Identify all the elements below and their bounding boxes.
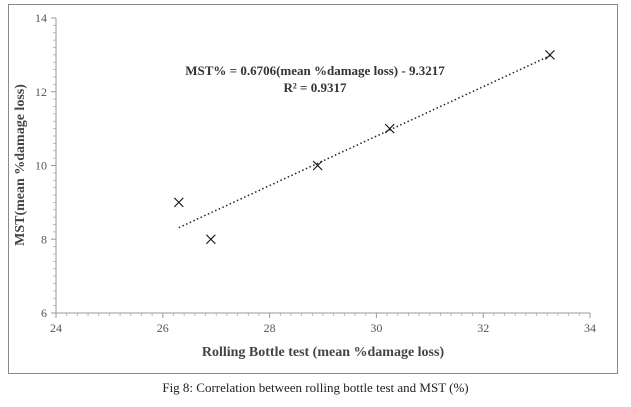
trendline-equation: MST% = 0.6706(mean %damage loss) - 9.321…	[185, 63, 445, 78]
figure-frame	[8, 4, 618, 374]
x-tick-label: 24	[50, 321, 62, 335]
r-squared-label: R² = 0.9317	[284, 80, 347, 95]
x-tick-label: 26	[157, 321, 169, 335]
data-point	[545, 49, 555, 60]
data-point	[384, 123, 395, 134]
tick-labels: 24 26 28 30 32 34 6 8 10 12 14	[35, 11, 596, 335]
x-tick-label: 28	[264, 321, 276, 335]
axes	[55, 18, 590, 314]
y-tick-label: 12	[35, 85, 47, 99]
x-tick-label: 32	[477, 321, 489, 335]
data-points	[173, 49, 555, 245]
data-point	[205, 234, 216, 245]
figure-caption: Fig 8: Correlation between rolling bottl…	[162, 380, 469, 395]
trendline	[178, 55, 551, 229]
x-tick-label: 30	[370, 321, 382, 335]
y-tick-label: 6	[41, 306, 47, 320]
y-tick-label: 8	[41, 232, 47, 246]
y-tick-label: 10	[35, 159, 47, 173]
y-tick-label: 14	[35, 11, 47, 25]
data-point	[312, 160, 323, 171]
x-tick-label: 34	[584, 321, 596, 335]
x-axis-title: Rolling Bottle test (mean %damage loss)	[202, 345, 445, 360]
scatter-chart: 24 26 28 30 32 34 6 8 10 12 14 MST% = 0.6706(mean …	[13, 11, 596, 360]
y-axis-title: MST(mean %damage loss)	[13, 84, 28, 246]
data-point	[173, 197, 184, 208]
trendline-group	[178, 55, 551, 229]
